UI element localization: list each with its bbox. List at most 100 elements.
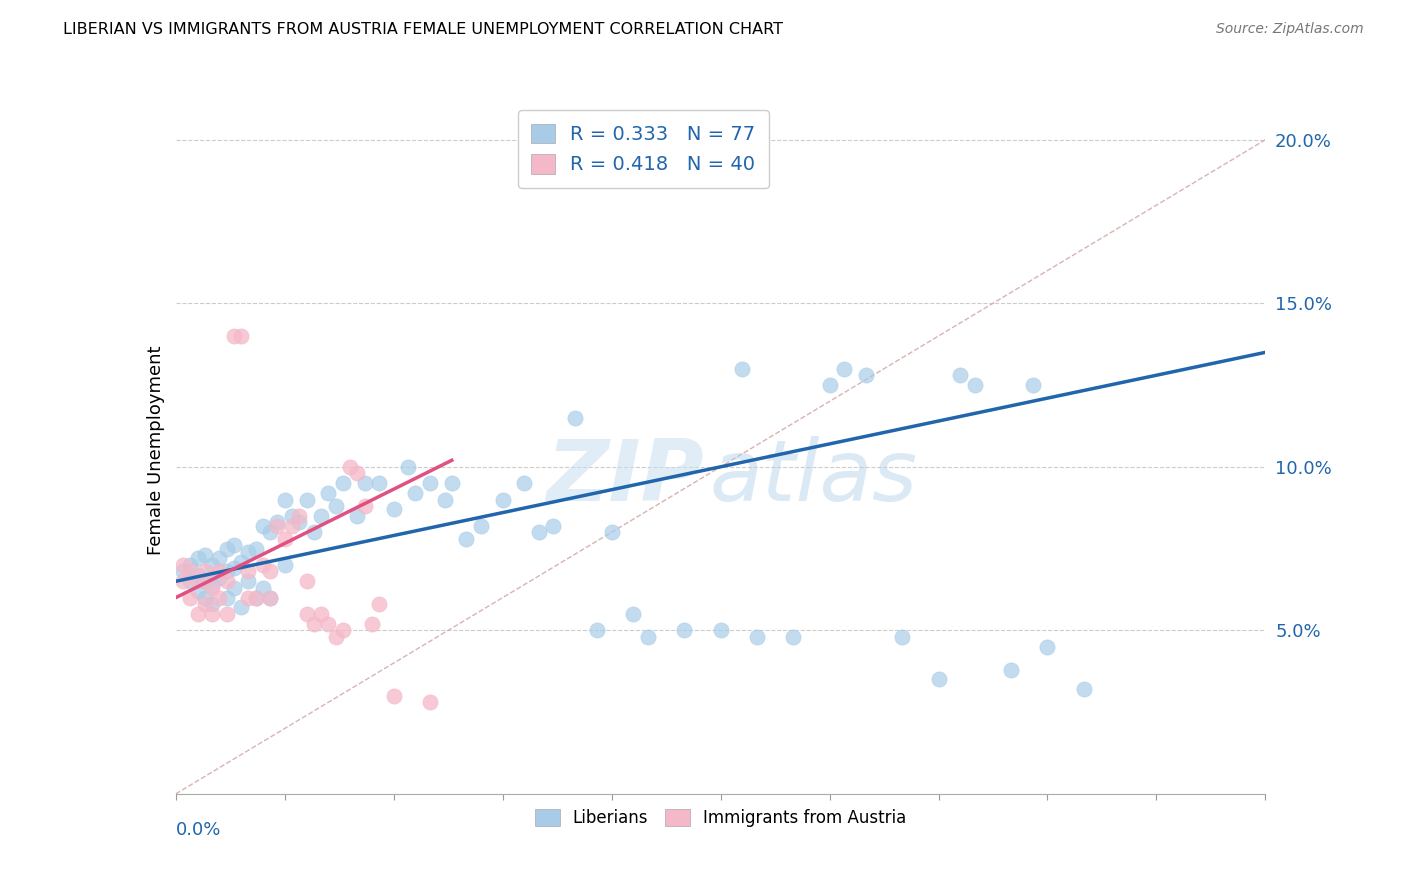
- Point: [1073, 682, 1095, 697]
- Point: [302, 616, 325, 631]
- Point: [673, 624, 696, 638]
- Point: [245, 591, 267, 605]
- Point: [353, 499, 375, 513]
- Point: [368, 476, 391, 491]
- Point: [295, 574, 318, 589]
- Point: [332, 476, 354, 491]
- Point: [731, 361, 754, 376]
- Point: [382, 502, 405, 516]
- Point: [396, 459, 419, 474]
- Point: [186, 551, 209, 566]
- Point: [325, 630, 347, 644]
- Point: [1000, 663, 1022, 677]
- Point: [621, 607, 644, 621]
- Point: [215, 607, 238, 621]
- Point: [201, 607, 224, 621]
- Point: [266, 516, 288, 530]
- Point: [600, 525, 623, 540]
- Point: [855, 368, 877, 383]
- Legend: Liberians, Immigrants from Austria: Liberians, Immigrants from Austria: [527, 802, 914, 834]
- Point: [194, 565, 217, 579]
- Point: [208, 571, 231, 585]
- Point: [382, 689, 405, 703]
- Point: [201, 597, 224, 611]
- Point: [433, 492, 456, 507]
- Point: [832, 361, 855, 376]
- Point: [222, 561, 245, 575]
- Point: [288, 508, 311, 523]
- Point: [782, 630, 804, 644]
- Point: [368, 597, 391, 611]
- Point: [745, 630, 768, 644]
- Point: [492, 492, 515, 507]
- Text: 0.0%: 0.0%: [176, 822, 221, 839]
- Point: [222, 538, 245, 552]
- Point: [179, 574, 201, 589]
- Point: [186, 607, 209, 621]
- Point: [201, 577, 224, 591]
- Point: [215, 574, 238, 589]
- Point: [288, 516, 311, 530]
- Point: [252, 558, 274, 572]
- Point: [238, 565, 260, 579]
- Point: [295, 607, 318, 621]
- Y-axis label: Female Unemployment: Female Unemployment: [146, 346, 165, 555]
- Point: [252, 518, 274, 533]
- Point: [281, 508, 304, 523]
- Point: [318, 486, 340, 500]
- Point: [274, 532, 297, 546]
- Point: [419, 695, 441, 709]
- Point: [231, 600, 253, 615]
- Point: [259, 591, 281, 605]
- Point: [186, 574, 209, 589]
- Point: [172, 558, 194, 572]
- Point: [928, 673, 950, 687]
- Point: [222, 329, 245, 343]
- Point: [186, 584, 209, 599]
- Point: [710, 624, 733, 638]
- Point: [208, 591, 231, 605]
- Point: [360, 616, 382, 631]
- Point: [194, 548, 217, 562]
- Point: [238, 545, 260, 559]
- Point: [891, 630, 914, 644]
- Point: [543, 518, 565, 533]
- Text: LIBERIAN VS IMMIGRANTS FROM AUSTRIA FEMALE UNEMPLOYMENT CORRELATION CHART: LIBERIAN VS IMMIGRANTS FROM AUSTRIA FEMA…: [63, 22, 783, 37]
- Point: [179, 591, 201, 605]
- Point: [215, 541, 238, 556]
- Point: [201, 558, 224, 572]
- Point: [527, 525, 550, 540]
- Point: [513, 476, 536, 491]
- Point: [179, 565, 201, 579]
- Point: [245, 541, 267, 556]
- Point: [637, 630, 659, 644]
- Point: [172, 565, 194, 579]
- Point: [963, 378, 986, 392]
- Point: [818, 378, 841, 392]
- Point: [281, 518, 304, 533]
- Point: [332, 624, 354, 638]
- Point: [318, 616, 340, 631]
- Point: [194, 597, 217, 611]
- Point: [346, 508, 368, 523]
- Point: [259, 591, 281, 605]
- Point: [238, 591, 260, 605]
- Point: [259, 525, 281, 540]
- Point: [325, 499, 347, 513]
- Point: [259, 565, 281, 579]
- Point: [252, 581, 274, 595]
- Point: [215, 565, 238, 579]
- Point: [1022, 378, 1045, 392]
- Point: [172, 574, 194, 589]
- Point: [222, 581, 245, 595]
- Text: ZIP: ZIP: [547, 436, 704, 519]
- Point: [353, 476, 375, 491]
- Point: [440, 476, 463, 491]
- Point: [208, 551, 231, 566]
- Point: [208, 565, 231, 579]
- Point: [346, 467, 368, 481]
- Point: [274, 558, 297, 572]
- Point: [470, 518, 492, 533]
- Point: [1036, 640, 1059, 654]
- Point: [186, 567, 209, 582]
